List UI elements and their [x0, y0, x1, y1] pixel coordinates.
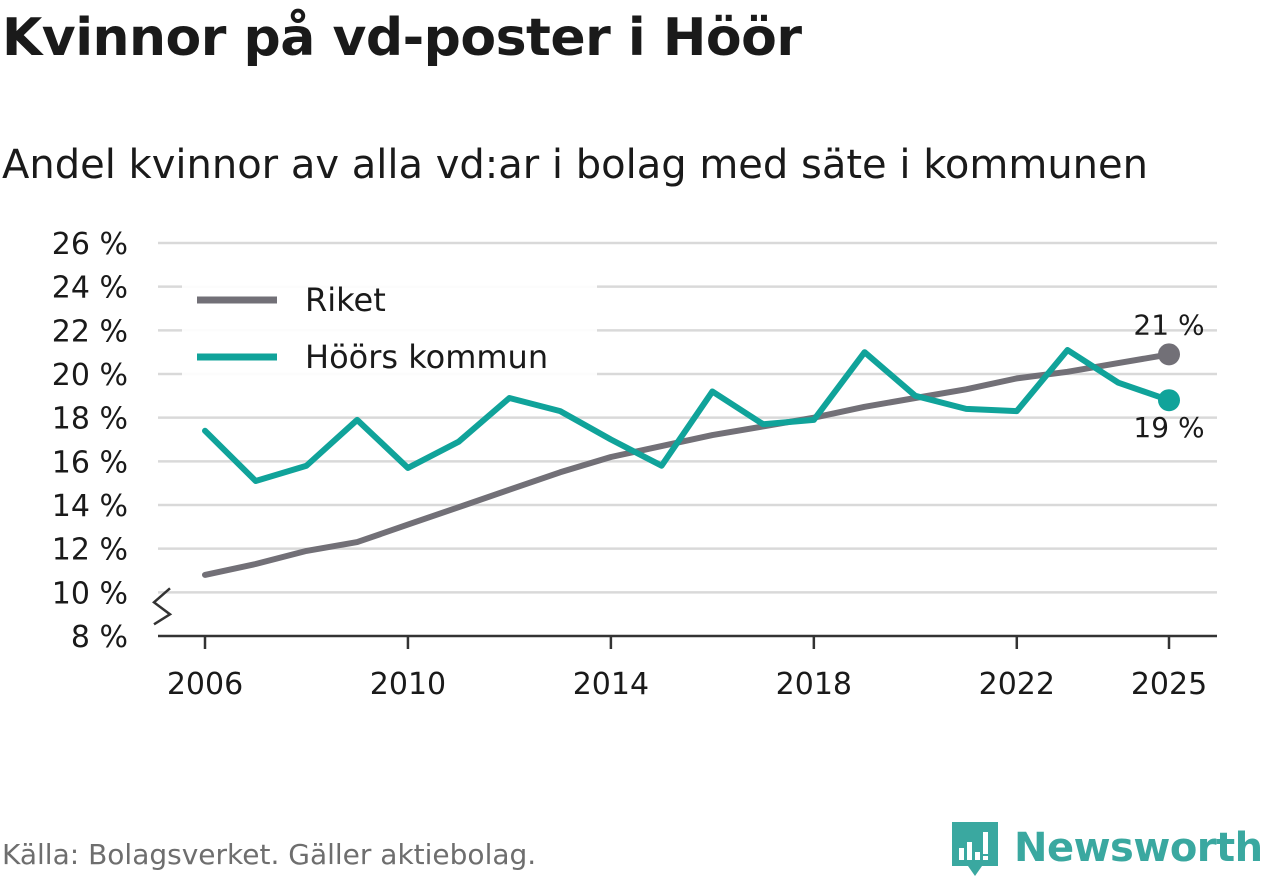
bar-chart-icon — [952, 822, 998, 876]
series-end-point-1 — [1158, 343, 1180, 366]
y-tick-label: 18 % — [52, 402, 128, 437]
y-tick-label: 20 % — [52, 358, 128, 393]
series-line-2 — [202, 347, 1172, 484]
x-tick-label: 2018 — [776, 667, 852, 702]
x-axis: 2006 2010 2014 2018 2022 2025 — [158, 634, 1217, 702]
legend-label-2: Höörs kommun — [305, 338, 548, 376]
y-tick-label: 12 % — [52, 533, 128, 568]
series-end-point-2 — [1158, 389, 1180, 412]
y-tick-label: 26 % — [52, 227, 128, 262]
y-tick-label: 16 % — [52, 445, 128, 480]
axis-break-icon — [152, 587, 173, 626]
x-tick-label: 2014 — [573, 667, 649, 702]
chart-title: Kvinnor på vd-poster i Höör — [2, 8, 802, 68]
chart-subtitle: Andel kvinnor av alla vd:ar i bolag med … — [2, 142, 1148, 188]
x-tick-label: 2025 — [1131, 667, 1207, 702]
y-axis: 8 % 10 % 12 % 14 % 16 % 18 % 20 % 22 % 24 % 26 % — [52, 227, 173, 655]
y-tick-label: 22 % — [52, 314, 128, 349]
series-lines — [202, 343, 1180, 578]
x-tick-label: 2022 — [979, 667, 1055, 702]
y-tick-label: 14 % — [52, 489, 128, 524]
legend-label-1: Riket — [305, 281, 386, 319]
legend: Riket Höörs kommun — [182, 281, 597, 382]
brand-logo: Newsworthy — [950, 818, 1262, 878]
brand-name: Newsworthy — [1014, 825, 1262, 871]
end-label-2: 19 % — [1133, 411, 1204, 444]
series-line-1 — [202, 351, 1172, 578]
end-labels: 21 % 19 % — [1133, 308, 1204, 444]
x-tick-label: 2010 — [370, 667, 446, 702]
y-tick-label: 10 % — [52, 576, 128, 611]
y-tick-label: 8 % — [71, 620, 128, 655]
x-tick-label: 2006 — [167, 667, 243, 702]
end-label-1: 21 % — [1133, 308, 1204, 341]
y-tick-label: 24 % — [52, 271, 128, 306]
source-note: Källa: Bolagsverket. Gäller aktiebolag. — [2, 838, 537, 871]
line-chart: 8 %10 %12 %14 %16 %18 %20 %22 %24 %26 % … — [52, 227, 1217, 702]
